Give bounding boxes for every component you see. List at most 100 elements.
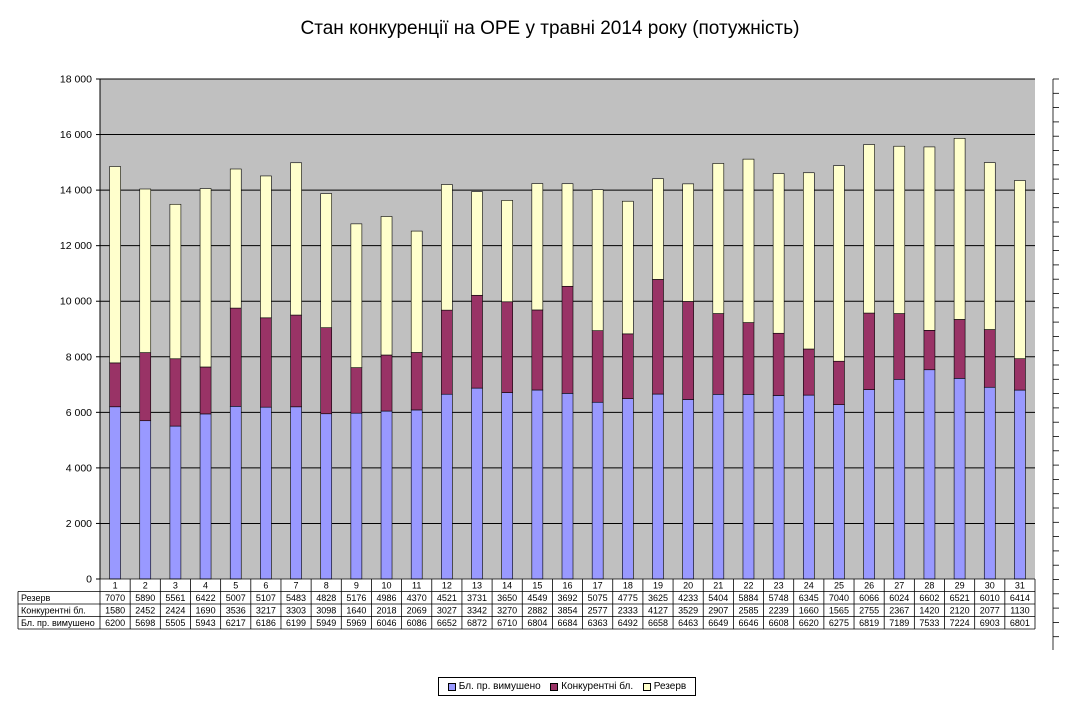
table-cell-value: 2120 <box>950 606 970 616</box>
table-cell-value: 2367 <box>889 606 909 616</box>
bar-segment <box>260 175 272 319</box>
table-cell-value: 4233 <box>678 593 698 603</box>
bar-segment <box>923 369 936 580</box>
table-cell-value: 2907 <box>708 606 728 616</box>
y-tick-label: 18 000 <box>60 74 92 86</box>
table-cell-value: 6710 <box>497 618 517 628</box>
table-cell-value: 3342 <box>467 606 487 616</box>
bar-segment <box>622 333 634 399</box>
bar-segment <box>199 413 212 580</box>
bar-segment <box>320 413 333 580</box>
table-cell-value: 7533 <box>919 618 939 628</box>
x-tick-label: 30 <box>985 581 995 591</box>
bar-segment <box>953 138 966 320</box>
table-cell-value: 6463 <box>678 618 698 628</box>
bar-segment <box>109 362 121 408</box>
table-cell-value: 3692 <box>557 593 577 603</box>
x-tick-label: 26 <box>864 581 874 591</box>
bar-segment <box>290 406 302 580</box>
table-cell-value: 6652 <box>437 618 457 628</box>
table-cell-value: 3731 <box>467 593 487 603</box>
bar-segment <box>893 313 906 380</box>
table-cell-value: 6186 <box>256 618 276 628</box>
table-cell-value: 6200 <box>105 618 125 628</box>
table-cell-value: 6217 <box>226 618 246 628</box>
x-tick-label: 24 <box>804 581 814 591</box>
table-cell-value: 6684 <box>557 618 577 628</box>
bar-segment <box>441 184 453 311</box>
table-cell-value: 4828 <box>316 593 336 603</box>
bar-segment <box>622 200 634 335</box>
x-tick-label: 17 <box>593 581 603 591</box>
bar-segment <box>380 410 393 580</box>
table-cell-value: 6658 <box>648 618 668 628</box>
table-cell-value: 6066 <box>859 593 879 603</box>
bar-segment <box>591 189 604 331</box>
bar-segment <box>471 294 483 389</box>
table-cell-value: 3625 <box>648 593 668 603</box>
table-cell-value: 5748 <box>769 593 789 603</box>
x-tick-label: 2 <box>143 581 148 591</box>
x-tick-label: 6 <box>263 581 268 591</box>
table-cell-value: 5404 <box>708 593 728 603</box>
table-cell-value: 6024 <box>889 593 909 603</box>
bar-segment <box>350 223 363 368</box>
table-cell-value: 2333 <box>618 606 638 616</box>
bar-segment <box>742 158 755 323</box>
bar-segment <box>139 188 152 353</box>
table-cell-value: 6010 <box>980 593 1000 603</box>
bar-segment <box>531 389 544 580</box>
bar-segment <box>863 144 875 314</box>
table-cell-value: 7224 <box>950 618 970 628</box>
table-cell-value: 4521 <box>437 593 457 603</box>
bar-segment <box>350 412 363 580</box>
table-cell-value: 5561 <box>165 593 185 603</box>
bar-segment <box>652 178 664 280</box>
y-tick-label: 16 000 <box>60 129 92 141</box>
table-cell-value: 3303 <box>286 606 306 616</box>
bar-segment <box>531 183 544 311</box>
x-tick-label: 29 <box>955 581 965 591</box>
bar-segment <box>893 145 906 314</box>
bar-segment <box>320 193 333 328</box>
table-cell-value: 5107 <box>256 593 276 603</box>
table-cell-value: 3270 <box>497 606 517 616</box>
bar-segment <box>471 387 483 580</box>
bar-segment <box>772 395 785 580</box>
table-cell-value: 3536 <box>226 606 246 616</box>
legend: Бл. пр. вимушено Конкурентні бл. Резерв <box>438 677 696 696</box>
bar-segment <box>260 406 272 580</box>
x-tick-label: 21 <box>713 581 723 591</box>
table-cell-value: 2239 <box>769 606 789 616</box>
table-row-label: Бл. пр. вимушено <box>21 618 95 628</box>
legend-swatch <box>447 682 456 691</box>
bar-segment <box>682 301 694 400</box>
table-cell-value: 6199 <box>286 618 306 628</box>
x-tick-label: 13 <box>472 581 482 591</box>
x-tick-label: 7 <box>294 581 299 591</box>
table-cell-value: 2585 <box>738 606 758 616</box>
bar-segment <box>742 322 755 395</box>
bar-segment <box>531 309 544 391</box>
table-cell-value: 5075 <box>588 593 608 603</box>
table-cell-value: 3098 <box>316 606 336 616</box>
bar-segment <box>983 329 996 388</box>
bar-segment <box>350 367 363 414</box>
x-tick-label: 10 <box>382 581 392 591</box>
table-cell-value: 6646 <box>738 618 758 628</box>
table-cell-value: 3650 <box>497 593 517 603</box>
x-tick-label: 31 <box>1015 581 1025 591</box>
bar-segment <box>380 216 393 356</box>
x-tick-label: 18 <box>623 581 633 591</box>
bars <box>109 138 1026 580</box>
bar-segment <box>682 399 694 580</box>
table-cell-value: 1640 <box>346 606 366 616</box>
table-cell-value: 6492 <box>618 618 638 628</box>
bar-segment <box>320 327 333 415</box>
bar-segment <box>833 404 845 580</box>
bar-segment <box>441 309 453 395</box>
x-tick-label: 3 <box>173 581 178 591</box>
table-cell-value: 6363 <box>588 618 608 628</box>
bar-segment <box>953 378 966 580</box>
bar-segment <box>923 330 936 371</box>
